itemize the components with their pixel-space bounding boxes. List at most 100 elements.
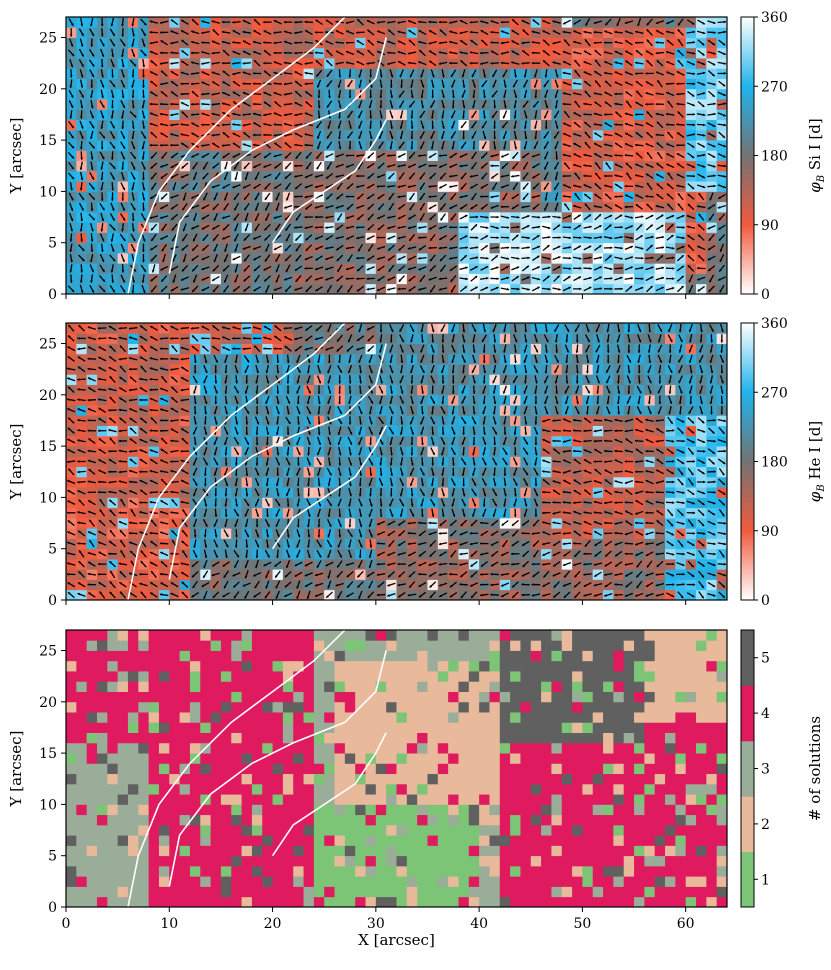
azimuth-arrow-head xyxy=(142,260,145,263)
azimuth-arrow-head xyxy=(253,257,256,261)
azimuth-arrow-head xyxy=(474,224,477,227)
azimuth-arrow-head xyxy=(610,277,613,280)
azimuth-arrow-head xyxy=(244,228,248,232)
azimuth-arrow-head xyxy=(707,257,711,261)
azimuth-arrow-head xyxy=(450,237,453,241)
azimuth-arrow-head xyxy=(709,217,712,221)
azimuth-arrow-head xyxy=(172,259,175,262)
azimuth-arrow-head xyxy=(285,269,289,273)
azimuth-arrow-head xyxy=(698,234,701,238)
azimuth-arrow-head xyxy=(599,256,602,259)
azimuth-arrow-head xyxy=(191,206,194,209)
azimuth-arrow-head xyxy=(537,286,540,290)
azimuth-arrow-head xyxy=(336,247,339,251)
azimuth-arrow-head xyxy=(408,257,411,261)
azimuth-arrow-head xyxy=(255,218,258,221)
azimuth-arrow-head xyxy=(661,235,664,239)
azimuth-arrow-head xyxy=(305,279,309,282)
azimuth-arrow-head xyxy=(490,206,494,209)
azimuth-arrow-head xyxy=(223,268,226,272)
azimuth-arrow-head xyxy=(608,255,612,258)
azimuth-arrow-head xyxy=(451,289,454,293)
azimuth-arrow-head xyxy=(496,236,499,239)
azimuth-arrow-head xyxy=(142,290,146,293)
azimuth-arrow-head xyxy=(557,266,561,269)
azimuth-arrow-head xyxy=(160,206,163,209)
azimuth-arrow-head xyxy=(630,236,633,240)
azimuth-arrow-head xyxy=(201,267,204,271)
azimuth-arrow-head xyxy=(465,225,468,229)
azimuth-arrow-head xyxy=(122,238,126,241)
azimuth-arrow-head xyxy=(671,256,675,260)
azimuth-arrow-head xyxy=(640,215,644,219)
azimuth-arrow-head xyxy=(661,286,664,290)
azimuth-arrow-head xyxy=(516,276,519,279)
azimuth-arrow-head xyxy=(546,245,550,248)
azimuth-arrow-head xyxy=(102,289,106,292)
azimuth-arrow-head xyxy=(212,268,216,272)
azimuth-arrow-head xyxy=(243,268,247,272)
azimuth-arrow-head xyxy=(212,278,215,281)
azimuth-arrow-head xyxy=(496,215,499,219)
azimuth-arrow-head xyxy=(143,228,146,231)
azimuth-arrow-head xyxy=(182,259,186,263)
azimuth-arrow-head xyxy=(91,269,94,273)
azimuth-arrow-head xyxy=(698,255,701,258)
azimuth-arrow-head xyxy=(651,235,654,239)
azimuth-arrow-head xyxy=(496,246,499,249)
azimuth-arrow-head xyxy=(661,276,664,280)
azimuth-arrow-head xyxy=(254,279,258,283)
azimuth-arrow-head xyxy=(687,244,691,248)
azimuth-arrow-head xyxy=(151,238,154,241)
azimuth-arrow-head xyxy=(80,218,84,222)
azimuth-arrow-head xyxy=(234,228,237,232)
azimuth-arrow-head xyxy=(366,287,369,291)
azimuth-arrow-head xyxy=(111,280,114,283)
azimuth-arrow-head xyxy=(449,206,453,209)
azimuth-arrow-head xyxy=(629,286,633,289)
azimuth-arrow-head xyxy=(377,278,381,281)
azimuth-arrow-head xyxy=(697,288,701,292)
azimuth-arrow-head xyxy=(558,236,561,239)
azimuth-arrow-head xyxy=(345,277,349,281)
azimuth-arrow-head xyxy=(671,287,675,290)
azimuth-arrow-head xyxy=(358,248,361,252)
azimuth-arrow-head xyxy=(325,246,328,250)
azimuth-arrow-head xyxy=(142,208,145,211)
azimuth-arrow-head xyxy=(213,249,217,252)
azimuth-arrow-head xyxy=(389,207,392,211)
azimuth-arrow-head xyxy=(254,228,258,231)
azimuth-arrow-head xyxy=(599,287,603,290)
azimuth-arrow-head xyxy=(418,226,421,229)
azimuth-arrow-head xyxy=(588,214,591,217)
azimuth-arrow-head xyxy=(420,218,423,221)
azimuth-arrow-head xyxy=(438,277,442,281)
azimuth-arrow-head xyxy=(356,236,359,240)
azimuth-arrow-head xyxy=(305,289,309,292)
azimuth-arrow-head xyxy=(450,217,454,221)
azimuth-arrow-head xyxy=(578,214,581,218)
azimuth-arrow-head xyxy=(284,206,287,209)
azimuth-arrow-head xyxy=(630,256,633,259)
azimuth-arrow-head xyxy=(160,268,163,271)
azimuth-arrow-head xyxy=(440,269,443,272)
azimuth-arrow-head xyxy=(475,215,479,219)
azimuth-arrow-head xyxy=(397,287,400,291)
azimuth-arrow-head xyxy=(201,206,205,209)
azimuth-arrow-head xyxy=(640,235,643,238)
azimuth-arrow-head xyxy=(671,246,675,250)
azimuth-arrow-head xyxy=(234,238,237,242)
azimuth-arrow-head xyxy=(212,207,216,210)
azimuth-arrow-head xyxy=(243,289,247,292)
azimuth-arrow-head xyxy=(356,277,359,281)
azimuth-arrow-head xyxy=(304,226,308,230)
azimuth-arrow-head xyxy=(171,227,175,231)
azimuth-arrow-head xyxy=(429,217,433,220)
azimuth-arrow-head xyxy=(719,238,722,241)
azimuth-arrow-head xyxy=(335,236,339,240)
azimuth-arrow-head xyxy=(101,249,104,253)
azimuth-arrow-head xyxy=(376,257,380,260)
azimuth-arrow-head xyxy=(314,226,318,229)
azimuth-arrow-head xyxy=(598,245,602,248)
azimuth-arrow-head xyxy=(315,237,318,240)
